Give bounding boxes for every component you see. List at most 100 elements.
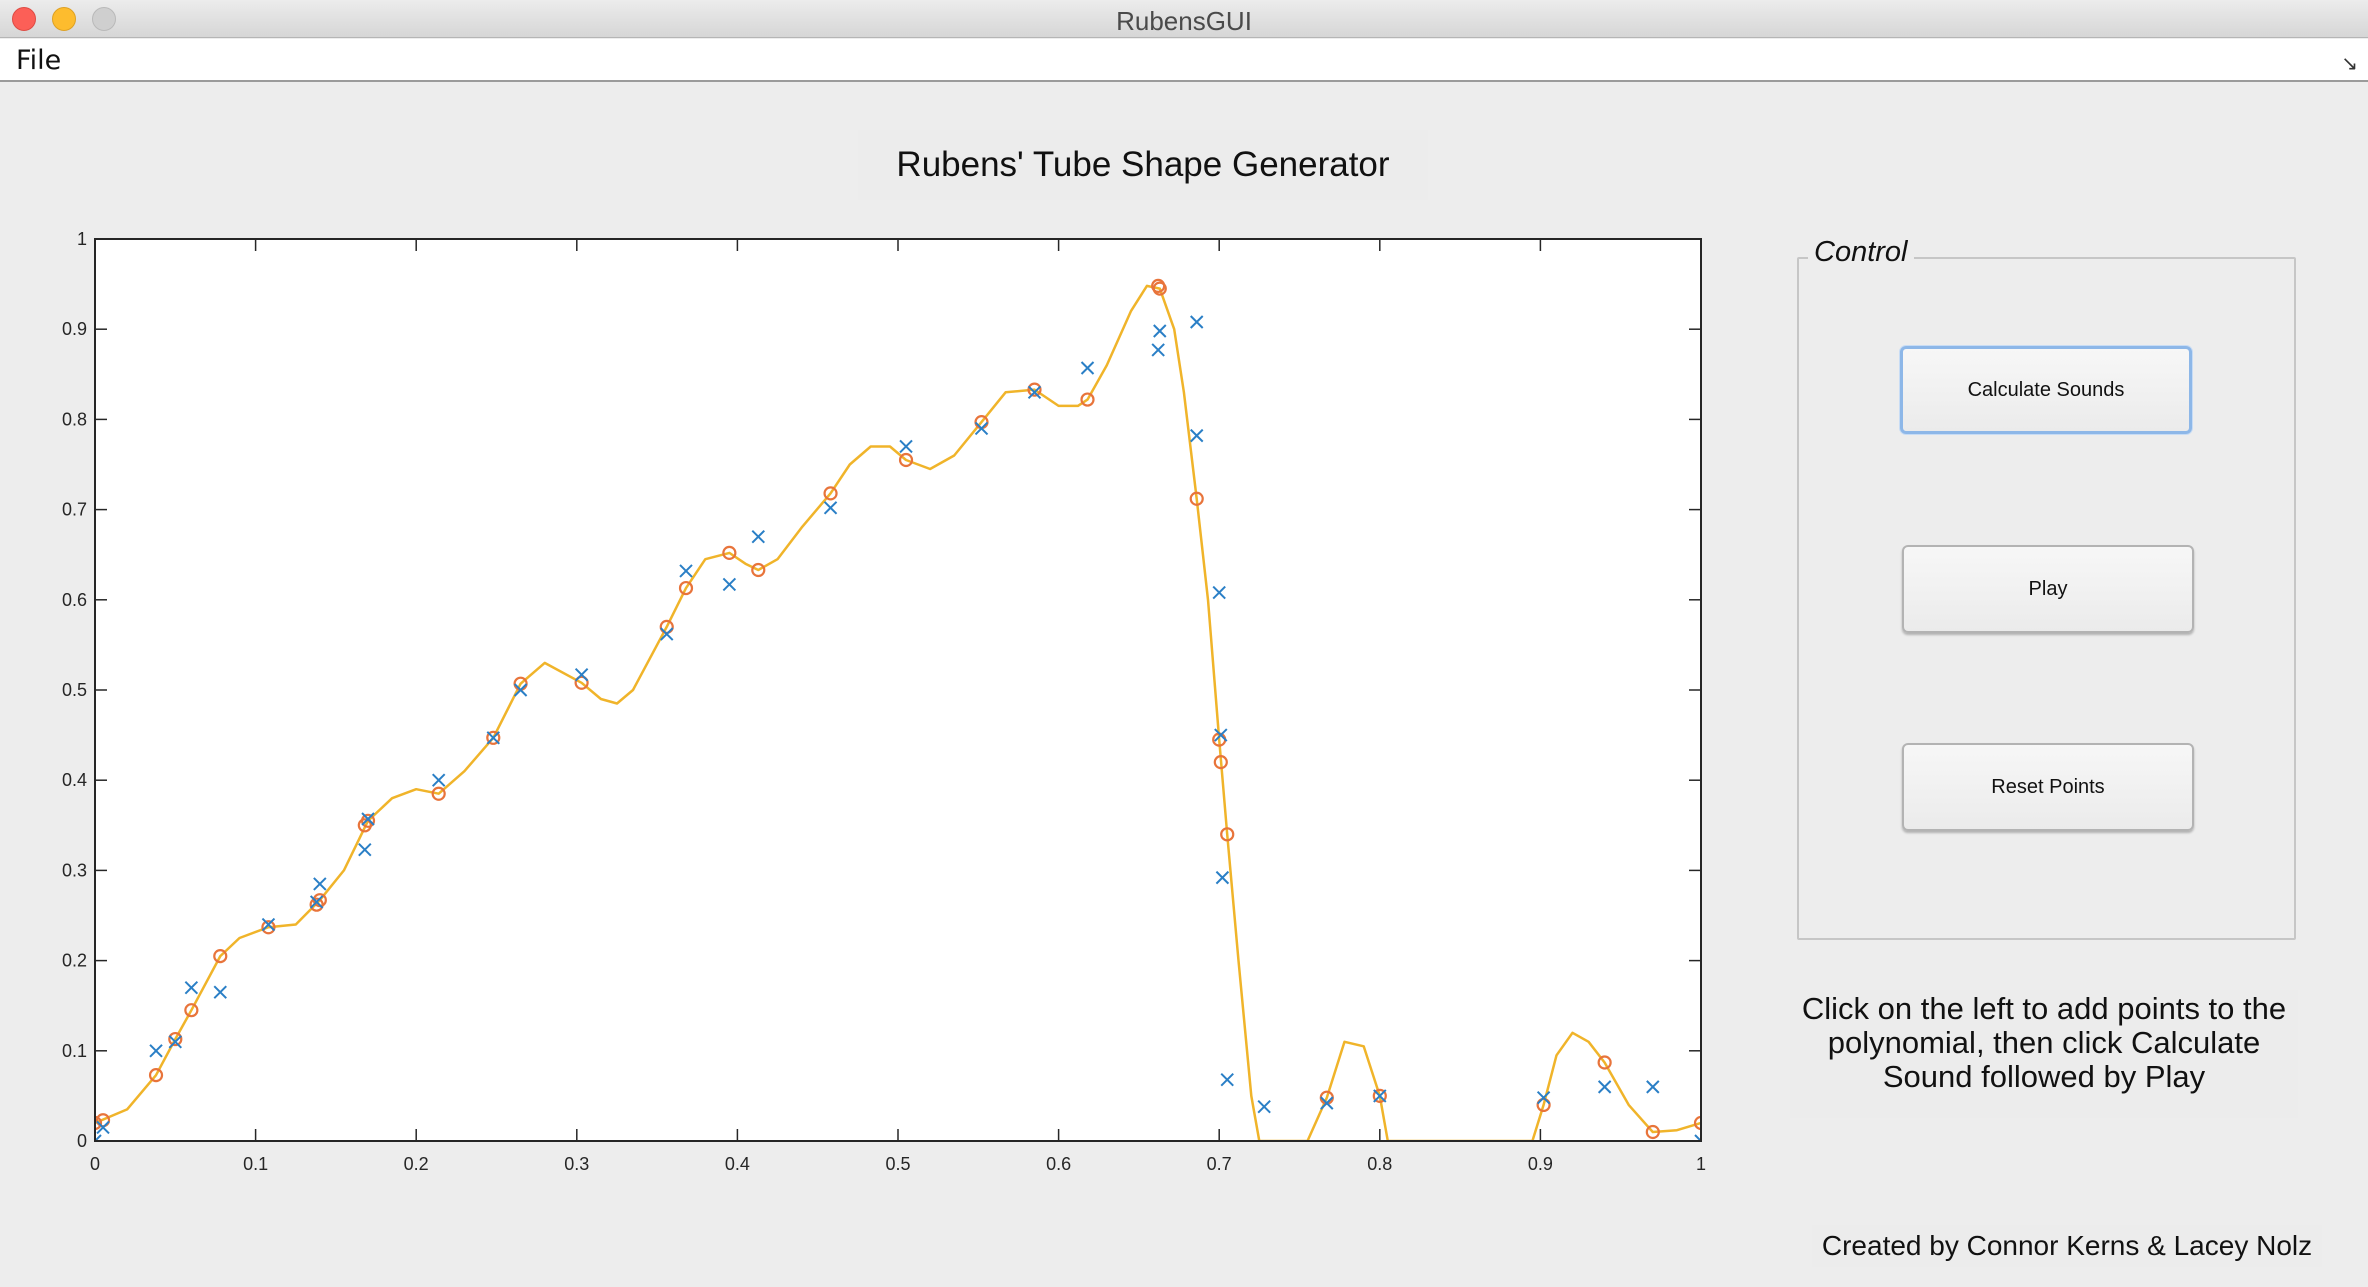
menu-bar: File ↘ xyxy=(0,39,2368,82)
curve-point-marker xyxy=(678,580,694,596)
close-icon[interactable] xyxy=(12,7,36,31)
clicked-point-marker xyxy=(361,812,375,826)
x-tick-label: 0.8 xyxy=(1367,1154,1392,1174)
credits-text: Created by Connor Kerns & Lacey Nolz xyxy=(1812,1225,2322,1267)
clicked-point-marker xyxy=(974,421,989,436)
clicked-point-marker xyxy=(184,980,199,995)
clicked-point-marker xyxy=(1220,1072,1234,1087)
y-tick-label: 0.1 xyxy=(62,1041,87,1061)
clicked-point-marker xyxy=(1694,1134,1701,1141)
minimize-icon[interactable] xyxy=(52,7,76,31)
play-button[interactable]: Play xyxy=(1902,545,2194,633)
clicked-point-marker xyxy=(1536,1090,1551,1105)
control-panel xyxy=(1797,257,2296,940)
axes-frame xyxy=(94,238,1702,1142)
plot-marks xyxy=(95,278,1701,1141)
clicked-point-marker xyxy=(1646,1080,1660,1094)
clicked-point-marker xyxy=(1190,428,1204,443)
curve-point-marker xyxy=(486,730,501,745)
calculate-sounds-button[interactable]: Calculate Sounds xyxy=(1900,346,2192,434)
clicked-point-marker xyxy=(358,842,372,857)
instructions-line-1: Click on the left to add points to the xyxy=(1801,991,2287,1026)
clicked-point-marker xyxy=(1257,1100,1271,1114)
clicked-point-marker xyxy=(751,529,765,544)
control-panel-legend: Control xyxy=(1808,236,1914,269)
x-tick-label: 0.9 xyxy=(1528,1154,1553,1174)
menu-file[interactable]: File xyxy=(16,45,62,76)
curve-point-marker xyxy=(1213,755,1228,770)
curve-point-marker xyxy=(898,452,914,468)
curve-point-marker xyxy=(1027,382,1042,397)
y-tick-label: 0.2 xyxy=(62,951,87,971)
clicked-point-marker xyxy=(722,577,737,592)
clicked-point-marker xyxy=(309,895,324,909)
clicked-point-marker xyxy=(168,1035,183,1049)
clicked-point-marker xyxy=(1373,1089,1387,1103)
instructions-line-3: Sound followed by Play xyxy=(1882,1059,2206,1094)
zoom-icon[interactable] xyxy=(92,7,116,31)
y-tick-label: 0.3 xyxy=(62,860,87,880)
curve-point-marker xyxy=(722,545,737,560)
clicked-point-marker xyxy=(95,1134,102,1141)
plot-axes[interactable]: 0 0.1 0.2 0.3 0.4 0.5 0.6 0.7 0.8 0.9 1 0 0.1 0.2 0.3 0… xyxy=(0,0,1740,1200)
curve-point-marker xyxy=(1080,392,1095,407)
clicked-point-marker xyxy=(1153,324,1167,338)
clicked-point-marker xyxy=(1215,870,1230,885)
clicked-point-marker xyxy=(486,731,500,745)
curve-point-marker xyxy=(1372,1088,1387,1104)
clicked-point-marker xyxy=(823,501,838,515)
clicked-point-marker xyxy=(313,877,327,891)
curve-point-marker xyxy=(1645,1124,1660,1140)
clicked-point-marker xyxy=(96,1120,110,1135)
x-tick-label: 0.6 xyxy=(1046,1154,1071,1174)
x-tick-label: 0.7 xyxy=(1207,1154,1232,1174)
clicked-point-marker xyxy=(431,773,446,787)
x-tick-label: 0.2 xyxy=(404,1154,429,1174)
curve-point-marker xyxy=(148,1068,164,1083)
curve-point-marker xyxy=(213,948,228,964)
x-tick-label: 0.3 xyxy=(564,1154,589,1174)
curve-point-marker xyxy=(1220,827,1235,842)
curve-point-marker xyxy=(261,920,276,935)
x-tick-label: 0.4 xyxy=(725,1154,750,1174)
page-title: Rubens' Tube Shape Generator xyxy=(896,145,1390,184)
plot-area xyxy=(95,239,1701,1141)
clicked-point-marker xyxy=(899,439,913,454)
x-tick-label: 0 xyxy=(90,1154,100,1174)
clicked-point-marker xyxy=(1080,361,1095,375)
y-tick-label: 0.4 xyxy=(62,770,87,790)
curve-point-marker xyxy=(184,1003,199,1018)
y-tick-label: 0.8 xyxy=(62,409,87,429)
curve-point-marker xyxy=(431,786,446,801)
reset-points-button[interactable]: Reset Points xyxy=(1902,743,2194,831)
clicked-point-marker xyxy=(1214,728,1228,742)
clicked-point-marker xyxy=(660,627,674,641)
instructions-text: Click on the left to add points to the p… xyxy=(1790,990,2298,1118)
curve-point-marker xyxy=(1693,1115,1701,1131)
x-tick-label: 1 xyxy=(1696,1154,1706,1174)
y-tick-label: 0.6 xyxy=(62,590,87,610)
clicked-point-marker xyxy=(679,564,693,578)
clicked-point-marker xyxy=(513,683,528,697)
y-tick-label: 0.9 xyxy=(62,319,87,339)
curve-point-marker xyxy=(1152,281,1167,296)
curve-point-marker xyxy=(574,675,589,690)
x-tick-label: 0.5 xyxy=(885,1154,910,1174)
window-titlebar: RubensGUI xyxy=(0,0,2368,38)
y-tick-label: 0 xyxy=(77,1131,87,1151)
fitted-curve-line xyxy=(95,284,1701,1141)
x-tick-label: 0.1 xyxy=(243,1154,268,1174)
toolbar-toggle-icon[interactable]: ↘ xyxy=(2341,51,2358,75)
clicked-point-marker xyxy=(1597,1080,1612,1094)
curve-point-marker xyxy=(168,1031,183,1047)
y-tick-label: 0.5 xyxy=(62,680,87,700)
clicked-point-marker xyxy=(1151,343,1165,357)
heading-panel: Rubens' Tube Shape Generator xyxy=(858,130,1428,200)
instructions-line-2: polynomial, then click Calculate xyxy=(1827,1025,2261,1060)
clicked-point-marker xyxy=(1320,1096,1334,1110)
curve-point-marker xyxy=(360,813,376,828)
curve-point-marker xyxy=(751,562,766,578)
clicked-point-marker xyxy=(149,1044,163,1058)
clicked-point-marker xyxy=(261,917,276,932)
clicked-point-marker xyxy=(1212,585,1226,600)
